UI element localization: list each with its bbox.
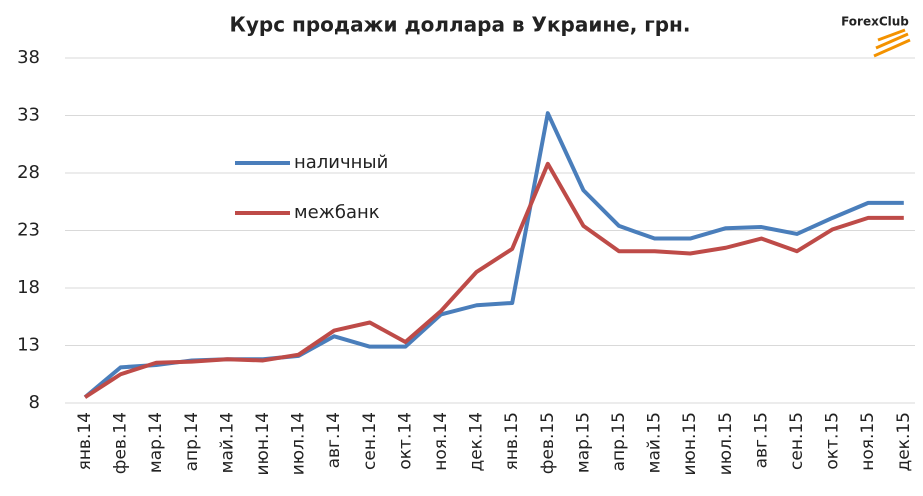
x-tick-label: фев.15 bbox=[538, 412, 558, 474]
chart-title: Курс продажи доллара в Украине, грн. bbox=[230, 13, 691, 37]
x-tick-label: апр.14 bbox=[182, 412, 202, 471]
x-tick-label: май.14 bbox=[217, 412, 237, 473]
legend-label: наличный bbox=[294, 152, 388, 173]
x-tick-label: мар.14 bbox=[146, 412, 166, 473]
x-tick-label: июл.14 bbox=[289, 412, 309, 475]
x-tick-label: июл.15 bbox=[716, 412, 736, 475]
y-tick-label: 23 bbox=[17, 220, 40, 241]
y-tick-label: 18 bbox=[17, 277, 40, 298]
x-tick-label: дек.14 bbox=[467, 412, 487, 472]
legend-label: межбанк bbox=[294, 202, 380, 223]
x-tick-label: ноя.15 bbox=[858, 412, 878, 471]
x-tick-label: окт.14 bbox=[395, 412, 415, 470]
line bbox=[83, 161, 904, 399]
y-tick-label: 8 bbox=[29, 392, 40, 413]
x-tick-label: янв.15 bbox=[502, 412, 522, 470]
x-tick-label: окт.15 bbox=[823, 412, 843, 470]
x-tick-label: авг.14 bbox=[324, 412, 344, 468]
x-tick-label: июн.14 bbox=[253, 412, 273, 476]
x-tick-label: июн.15 bbox=[680, 412, 700, 476]
y-tick-label: 33 bbox=[17, 105, 40, 126]
y-tick-label: 28 bbox=[17, 162, 40, 183]
x-tick-label: сен.15 bbox=[787, 412, 807, 470]
x-tick-label: май.15 bbox=[645, 412, 665, 473]
x-tick-label: сен.14 bbox=[360, 412, 380, 470]
logo: ForexClub bbox=[841, 15, 909, 29]
line bbox=[83, 111, 904, 399]
logo-mark bbox=[873, 28, 911, 58]
x-tick-label: ноя.14 bbox=[431, 412, 451, 471]
x-tick-label: авг.15 bbox=[751, 412, 771, 468]
y-tick-label: 38 bbox=[17, 47, 40, 68]
y-tick-label: 13 bbox=[17, 335, 40, 356]
x-tick-label: фев.14 bbox=[111, 412, 131, 474]
x-tick-label: дек.15 bbox=[894, 412, 914, 472]
x-tick-label: янв.14 bbox=[75, 412, 95, 470]
x-tick-label: апр.15 bbox=[609, 412, 629, 471]
x-tick-label: мар.15 bbox=[573, 412, 593, 473]
